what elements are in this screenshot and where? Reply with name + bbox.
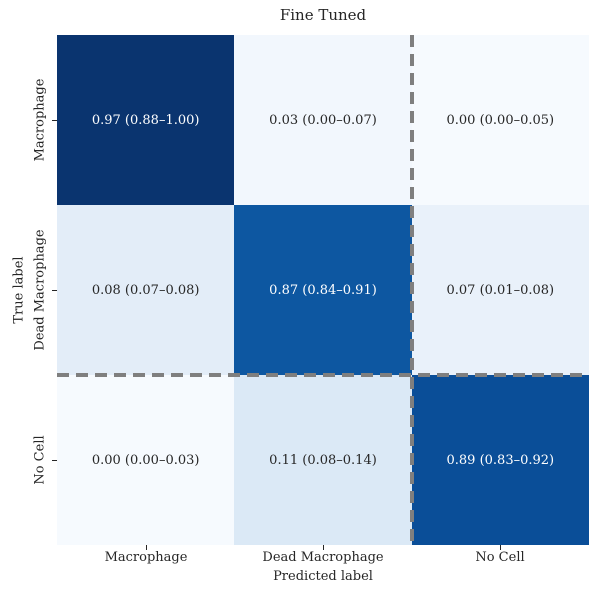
x-tick-mark [500,545,501,550]
x-tick-mark [323,545,324,550]
dashed-divider-vertical [410,35,414,545]
y-axis-label: True label [11,256,27,324]
heatmap-cell: 0.87 (0.84–0.91) [234,205,412,375]
heatmap-cell: 0.11 (0.08–0.14) [234,375,412,545]
dashed-divider-horizontal [57,373,589,377]
y-tick-mark [52,290,57,291]
x-tick-label-dead-macrophage: Dead Macrophage [262,550,384,565]
y-tick-label-dead-macrophage: Dead Macrophage [32,229,48,351]
heatmap-cell: 0.03 (0.00–0.07) [234,35,412,205]
heatmap-cell: 0.00 (0.00–0.03) [57,375,235,545]
heatmap-cell: 0.07 (0.01–0.08) [411,205,589,375]
heatmap-plot: 0.97 (0.88–1.00) 0.03 (0.00–0.07) 0.00 (… [57,35,589,545]
heatmap-cell: 0.00 (0.00–0.05) [411,35,589,205]
y-tick-mark [52,120,57,121]
chart-title: Fine Tuned [279,6,367,24]
heatmap-cell: 0.89 (0.83–0.92) [411,375,589,545]
x-tick-mark [146,545,147,550]
x-axis-label: Predicted label [273,569,373,584]
heatmap-cell: 0.08 (0.07–0.08) [57,205,235,375]
y-tick-label-macrophage: Macrophage [32,78,48,162]
x-tick-label-no-cell: No Cell [475,550,525,565]
y-tick-mark [52,460,57,461]
heatmap-cell: 0.97 (0.88–1.00) [57,35,235,205]
y-tick-label-no-cell: No Cell [32,435,48,485]
x-tick-label-macrophage: Macrophage [104,550,188,565]
